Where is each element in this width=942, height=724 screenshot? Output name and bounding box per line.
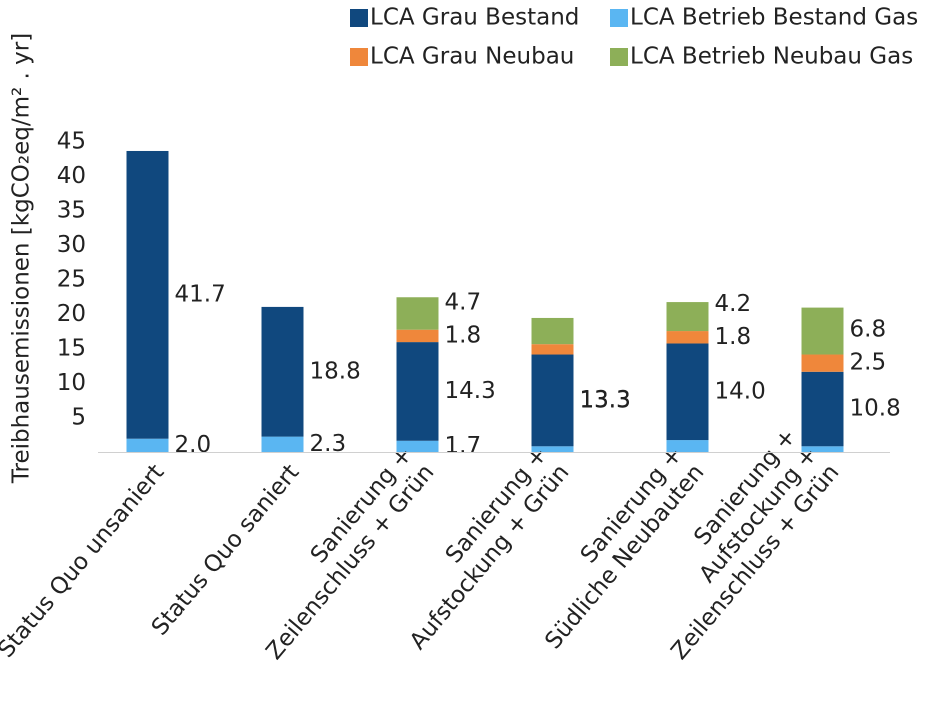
- bar-segment: [666, 343, 709, 441]
- data-label: 41.7: [175, 281, 226, 307]
- data-label: 4.2: [715, 291, 752, 317]
- bar-segment: [396, 440, 439, 453]
- bar-segment: [801, 354, 844, 372]
- legend-label: LCA Betrieb Bestand Gas: [630, 5, 918, 31]
- y-tick-label: 20: [57, 301, 86, 327]
- y-tick-label: 30: [57, 232, 86, 258]
- data-label: 14.0: [715, 378, 766, 404]
- bar-segment: [261, 436, 304, 453]
- legend-swatch: [610, 48, 628, 66]
- x-tick-label-line: Status Quo saniert: [146, 459, 304, 640]
- legend-label: LCA Grau Bestand: [370, 5, 579, 31]
- y-axis-label: Treibhausemissionen [kgCO₂eq/m² . yr]: [9, 33, 35, 484]
- data-label: 13.3: [580, 387, 631, 413]
- data-label: 1.8: [445, 322, 482, 348]
- bar-segment: [126, 438, 169, 453]
- x-tick-label-line: Aufstockung + Grün: [404, 459, 574, 654]
- data-label: 2.0: [175, 432, 212, 458]
- bar-segment: [531, 344, 574, 355]
- annotation: 13.3: [580, 388, 631, 414]
- bar-segment: [126, 150, 169, 439]
- bar-segment: [531, 446, 574, 453]
- data-label: 1.8: [715, 324, 752, 350]
- y-tick-label: 25: [57, 267, 86, 293]
- bar-segment: [396, 329, 439, 343]
- legend-label: LCA Grau Neubau: [370, 44, 574, 70]
- bar-segment: [396, 297, 439, 330]
- x-tick-label-line: Südliche Neubauten: [540, 459, 709, 654]
- y-tick-label: 45: [57, 129, 86, 155]
- x-tick-label: Status Quo unsaniert: [0, 459, 169, 662]
- legend-swatch: [350, 48, 368, 66]
- y-tick-label: 5: [71, 405, 86, 431]
- bar-segment: [801, 371, 844, 447]
- y-tick-label: 10: [57, 370, 86, 396]
- data-label: 2.5: [850, 350, 887, 376]
- y-tick-label: 15: [57, 336, 86, 362]
- x-tick-label: Status Quo saniert: [146, 459, 304, 640]
- bar-segment: [396, 342, 439, 441]
- bar-segment: [261, 306, 304, 437]
- bar-segment: [801, 307, 844, 355]
- data-label: 14.3: [445, 378, 496, 404]
- y-tick-label: 40: [57, 163, 86, 189]
- data-label: 4.7: [445, 289, 482, 315]
- data-label: 18.8: [310, 358, 361, 384]
- y-tick-label: 35: [57, 198, 86, 224]
- bar-segment: [666, 331, 709, 344]
- data-label: 2.3: [310, 431, 347, 457]
- bar-segment: [666, 302, 709, 332]
- legend-swatch: [350, 9, 368, 27]
- legend-label: LCA Betrieb Neubau Gas: [630, 44, 913, 70]
- bar-segment: [666, 440, 709, 453]
- legend-swatch: [610, 9, 628, 27]
- bar-segment: [531, 354, 574, 447]
- data-label: 10.8: [850, 396, 901, 422]
- bar-segment: [801, 446, 844, 453]
- data-label: 6.8: [850, 317, 887, 343]
- data-label: 1.7: [445, 433, 482, 459]
- bar-segment: [531, 317, 574, 345]
- x-tick-label-line: Status Quo unsaniert: [0, 459, 169, 662]
